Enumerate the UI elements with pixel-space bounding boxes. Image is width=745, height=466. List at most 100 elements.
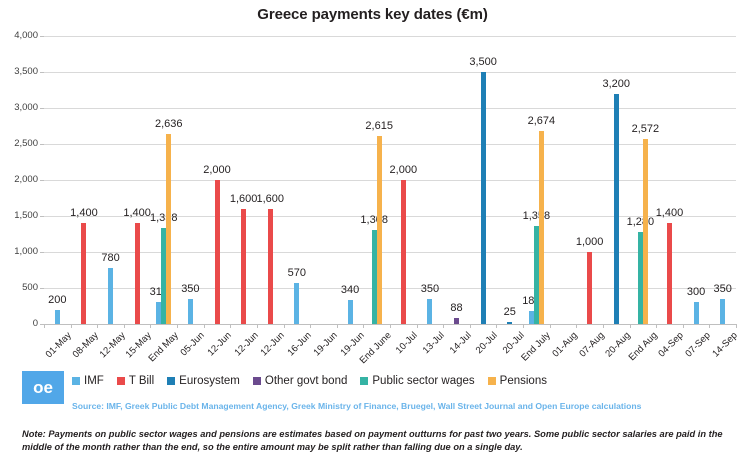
bar-value-label: 1,400 [123, 207, 151, 220]
bar-value-label: 88 [450, 301, 463, 314]
bar [507, 322, 513, 324]
bar-value-label: 300 [686, 286, 706, 299]
bar [241, 208, 247, 324]
x-axis-tick [523, 324, 525, 328]
bar [533, 226, 539, 324]
bar-value-label: 2,674 [527, 115, 556, 128]
bar [161, 227, 167, 324]
legend-item[interactable]: Other govt bond [252, 375, 347, 387]
x-axis: 01-May 08-May 12-May 15-May End May 05-Jun 12-… [44, 324, 739, 370]
bar-value-label: 3,500 [469, 56, 497, 68]
gridline [44, 216, 736, 217]
y-axis-label: 0 [32, 318, 38, 329]
bar [187, 298, 193, 324]
y-axis-label: 1,000 [14, 246, 38, 257]
bar [480, 72, 486, 324]
x-axis-tick [602, 324, 604, 328]
legend-label: Eurosystem [179, 375, 240, 387]
y-axis-tick [40, 72, 44, 73]
bar [693, 302, 699, 324]
y-axis-label: 3,000 [14, 102, 38, 113]
bar [538, 131, 544, 324]
bar-value-label: 25 [503, 306, 516, 319]
legend-swatch-icon [167, 377, 176, 385]
legend-item[interactable]: IMF [72, 375, 104, 387]
legend-item[interactable]: Eurosystem [167, 375, 240, 387]
gridline [44, 72, 736, 73]
bar [613, 93, 619, 324]
legend-swatch-icon [72, 377, 80, 385]
gridline [44, 36, 736, 37]
open-europe-logo: oe [22, 371, 64, 404]
x-axis-tick [97, 324, 99, 328]
x-axis-tick [70, 324, 72, 328]
source-line: Source: IMF, Greek Public Debt Managemen… [72, 401, 642, 411]
bar [637, 231, 643, 324]
bar-value-label: 1,400 [655, 207, 684, 220]
footnote: Note: Payments on public sector wages an… [22, 429, 723, 453]
bar-value-label: 1,600 [256, 192, 284, 205]
y-axis-label: 2,500 [14, 138, 38, 149]
gridline [44, 144, 736, 145]
gridline [44, 288, 736, 289]
bar [294, 282, 300, 324]
x-axis-tick [390, 324, 391, 328]
bar-value-label: 1,600 [229, 192, 258, 205]
gridline [44, 180, 736, 181]
logo-text: oe [33, 378, 53, 397]
legend-swatch-icon [116, 377, 125, 385]
y-axis-label: 3,500 [14, 66, 38, 77]
legend-label: Public sector wages [372, 375, 475, 387]
bar-value-label: 1,308 [360, 213, 388, 226]
bar-value-label: 1,358 [522, 210, 551, 223]
x-axis-tick [469, 324, 471, 328]
bar [371, 229, 377, 324]
x-axis-tick [549, 324, 551, 328]
legend-label: IMF [84, 375, 104, 387]
legend-swatch-icon [252, 377, 261, 385]
y-axis-tick [40, 324, 44, 325]
bar-value-label: 200 [48, 293, 67, 306]
x-axis-tick [150, 324, 152, 328]
bar-value-label: 340 [340, 283, 360, 296]
bar-value-label: 350 [420, 282, 440, 295]
x-axis-tick [736, 324, 737, 328]
bar [267, 208, 273, 324]
bar [454, 317, 460, 324]
bar-value-label: 1,338 [150, 211, 178, 224]
y-axis-tick [40, 36, 44, 37]
x-axis-tick [656, 324, 658, 328]
legend-item[interactable]: Pensions [487, 375, 547, 387]
bar [156, 301, 162, 324]
bar-value-label: 2,000 [389, 164, 418, 176]
y-axis-tick [40, 216, 44, 217]
y-axis-label: 2,000 [14, 174, 38, 185]
x-axis-tick [363, 324, 365, 328]
bar [214, 180, 220, 324]
legend-swatch-icon [360, 377, 369, 385]
x-axis-tick [230, 324, 232, 328]
legend-item[interactable]: Public sector wages [360, 375, 475, 387]
gridline [44, 252, 736, 253]
y-axis-tick [40, 252, 44, 253]
x-axis-tick [177, 324, 179, 328]
y-axis-tick [40, 288, 44, 289]
bar [528, 311, 534, 324]
bar-value-label: 350 [713, 282, 732, 295]
x-axis-tick [203, 324, 205, 328]
y-axis-tick [40, 180, 44, 181]
legend-item[interactable]: T Bill [116, 375, 154, 387]
bar [642, 138, 648, 324]
bar-value-label: 1,400 [70, 207, 98, 220]
bar [427, 298, 433, 324]
bar [54, 309, 60, 324]
bar [347, 299, 353, 324]
chart-legend: IMF T Bill Eurosystem Other govt bond Public… [72, 371, 560, 391]
gridline [44, 108, 736, 109]
x-axis-tick [310, 324, 312, 328]
x-axis-tick [496, 324, 498, 328]
bar-value-label: 350 [181, 282, 200, 295]
x-axis-tick [44, 324, 45, 328]
y-axis-tick [40, 108, 44, 109]
